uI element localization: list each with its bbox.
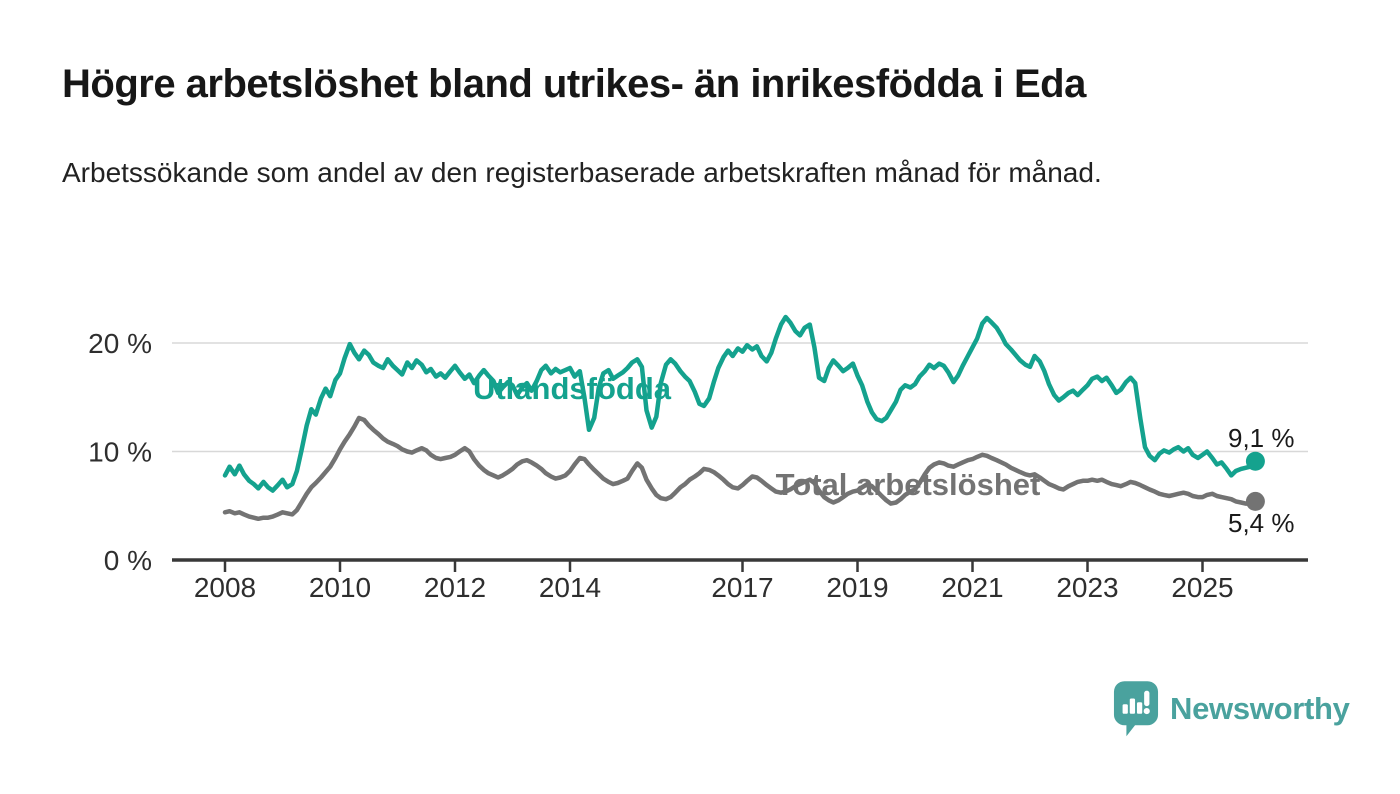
series-end-dots: [1245, 451, 1265, 511]
series-line-total: [222, 415, 1258, 522]
x-tick-label: 2008: [194, 572, 256, 603]
gridlines: [172, 342, 1308, 453]
newsworthy-logo: Newsworthy: [1113, 680, 1350, 737]
chart-subtitle: Arbetssökande som andel av den registerb…: [62, 157, 1102, 188]
x-tick-label: 2021: [941, 572, 1003, 603]
end-value-label-utlandsfodda: 9,1 %: [1228, 423, 1295, 453]
series-end-dot-utlandsfodda: [1245, 451, 1265, 471]
y-tick-label: 0 %: [104, 545, 152, 576]
newsworthy-logo-icon: [1113, 681, 1159, 737]
x-tick-label: 2012: [424, 572, 486, 603]
series-lines: [222, 314, 1258, 522]
series-line-utlandsfodda: [222, 314, 1258, 493]
y-tick-label: 20 %: [88, 328, 152, 359]
newsworthy-logo-text: Newsworthy: [1170, 690, 1350, 726]
x-tick-label: 2023: [1056, 572, 1118, 603]
x-axis: 2008 2010 2012 2014 2017 2019 2021 2023 2025: [172, 558, 1308, 603]
x-tick-label: 2014: [539, 572, 601, 603]
end-value-label-total: 5,4 %: [1228, 508, 1295, 538]
x-tick-label: 2019: [826, 572, 888, 603]
series-label-total-arbetsloshet: Total arbetslöshet: [776, 467, 1041, 502]
series-label-utlandsfodda: Utlandsfödda: [473, 371, 672, 406]
x-tick-label: 2010: [309, 572, 371, 603]
y-axis-labels: 0 % 10 % 20 %: [88, 328, 152, 576]
x-tick-label: 2017: [711, 572, 773, 603]
y-tick-label: 10 %: [88, 437, 152, 468]
logo-bar-chart-glyph: [1122, 690, 1150, 715]
page-title: Högre arbetslöshet bland utrikes- än inr…: [62, 62, 1086, 106]
x-tick-label: 2025: [1171, 572, 1233, 603]
series-end-dot-total: [1245, 491, 1265, 511]
